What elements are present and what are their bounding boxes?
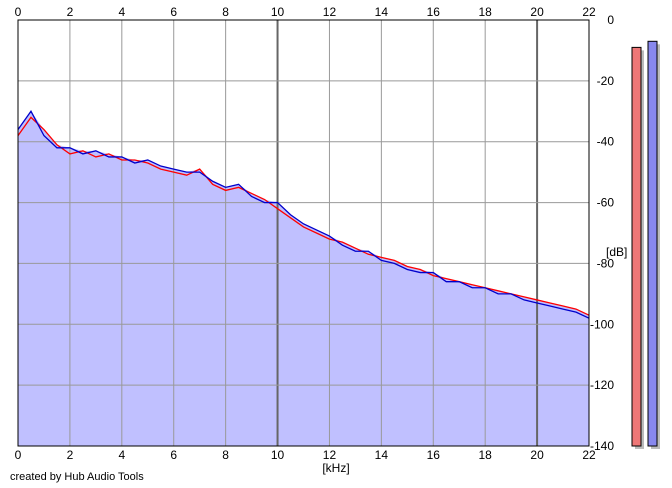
spectrum-fill-area: [18, 111, 589, 447]
x-tick-label-top: 12: [323, 5, 337, 19]
x-tick-label-bottom: 10: [271, 448, 285, 462]
x-tick-label-top: 4: [118, 5, 125, 19]
x-tick-label-top: 0: [15, 5, 22, 19]
level-meters: [631, 40, 660, 450]
x-tick-label-bottom: 14: [375, 448, 389, 462]
spectrum-lines: [17, 110, 590, 319]
x-tick-label-bottom: 22: [582, 448, 596, 462]
x-tick-labels-bottom: 0 2 4 6 8 10 12 14 16 18 20 22: [15, 448, 596, 462]
x-tick-label-bottom: 8: [222, 448, 229, 462]
x-tick-label-bottom: 20: [530, 448, 544, 462]
credit-text: created by Hub Audio Tools: [10, 471, 144, 483]
x-tick-labels-top: 0 2 4 6 8 10 12 14 16 18 20 22: [15, 5, 596, 19]
plot-border: [17, 19, 590, 447]
y-tick-label: -100: [590, 317, 614, 331]
x-tick-label-bottom: 12: [323, 448, 337, 462]
x-tick-label-top: 8: [222, 5, 229, 19]
x-tick-label-bottom: 4: [118, 448, 125, 462]
x-tick-label-bottom: 16: [427, 448, 441, 462]
y-axis-label: [dB]: [606, 245, 627, 259]
x-tick-label-top: 22: [582, 5, 596, 19]
spectrum-line-blue: [17, 110, 590, 319]
x-tick-label-top: 10: [271, 5, 285, 19]
y-tick-label: 0: [607, 13, 614, 27]
x-tick-label-bottom: 0: [15, 448, 22, 462]
right-channel-meter: [647, 40, 658, 447]
y-tick-label: -120: [590, 378, 614, 392]
x-tick-label-top: 16: [427, 5, 441, 19]
spectrum-line-red: [17, 116, 590, 316]
y-tick-label: -80: [597, 256, 615, 270]
x-tick-label-top: 2: [67, 5, 74, 19]
x-axis-label: [kHz]: [322, 461, 349, 475]
x-tick-label-bottom: 18: [479, 448, 493, 462]
x-tick-label-bottom: 2: [67, 448, 74, 462]
y-tick-labels: 0 -20 -40 -60 -80 -100 -120 -140: [590, 13, 614, 453]
y-tick-label: -20: [597, 74, 615, 88]
y-tick-label: -140: [590, 439, 614, 453]
y-tick-label: -40: [597, 135, 615, 149]
y-tick-label: -60: [597, 196, 615, 210]
x-tick-label-bottom: 6: [170, 448, 177, 462]
x-tick-label-top: 14: [375, 5, 389, 19]
x-tick-label-top: 6: [170, 5, 177, 19]
x-tick-label-top: 18: [479, 5, 493, 19]
left-channel-meter: [631, 46, 642, 447]
x-tick-label-top: 20: [530, 5, 544, 19]
